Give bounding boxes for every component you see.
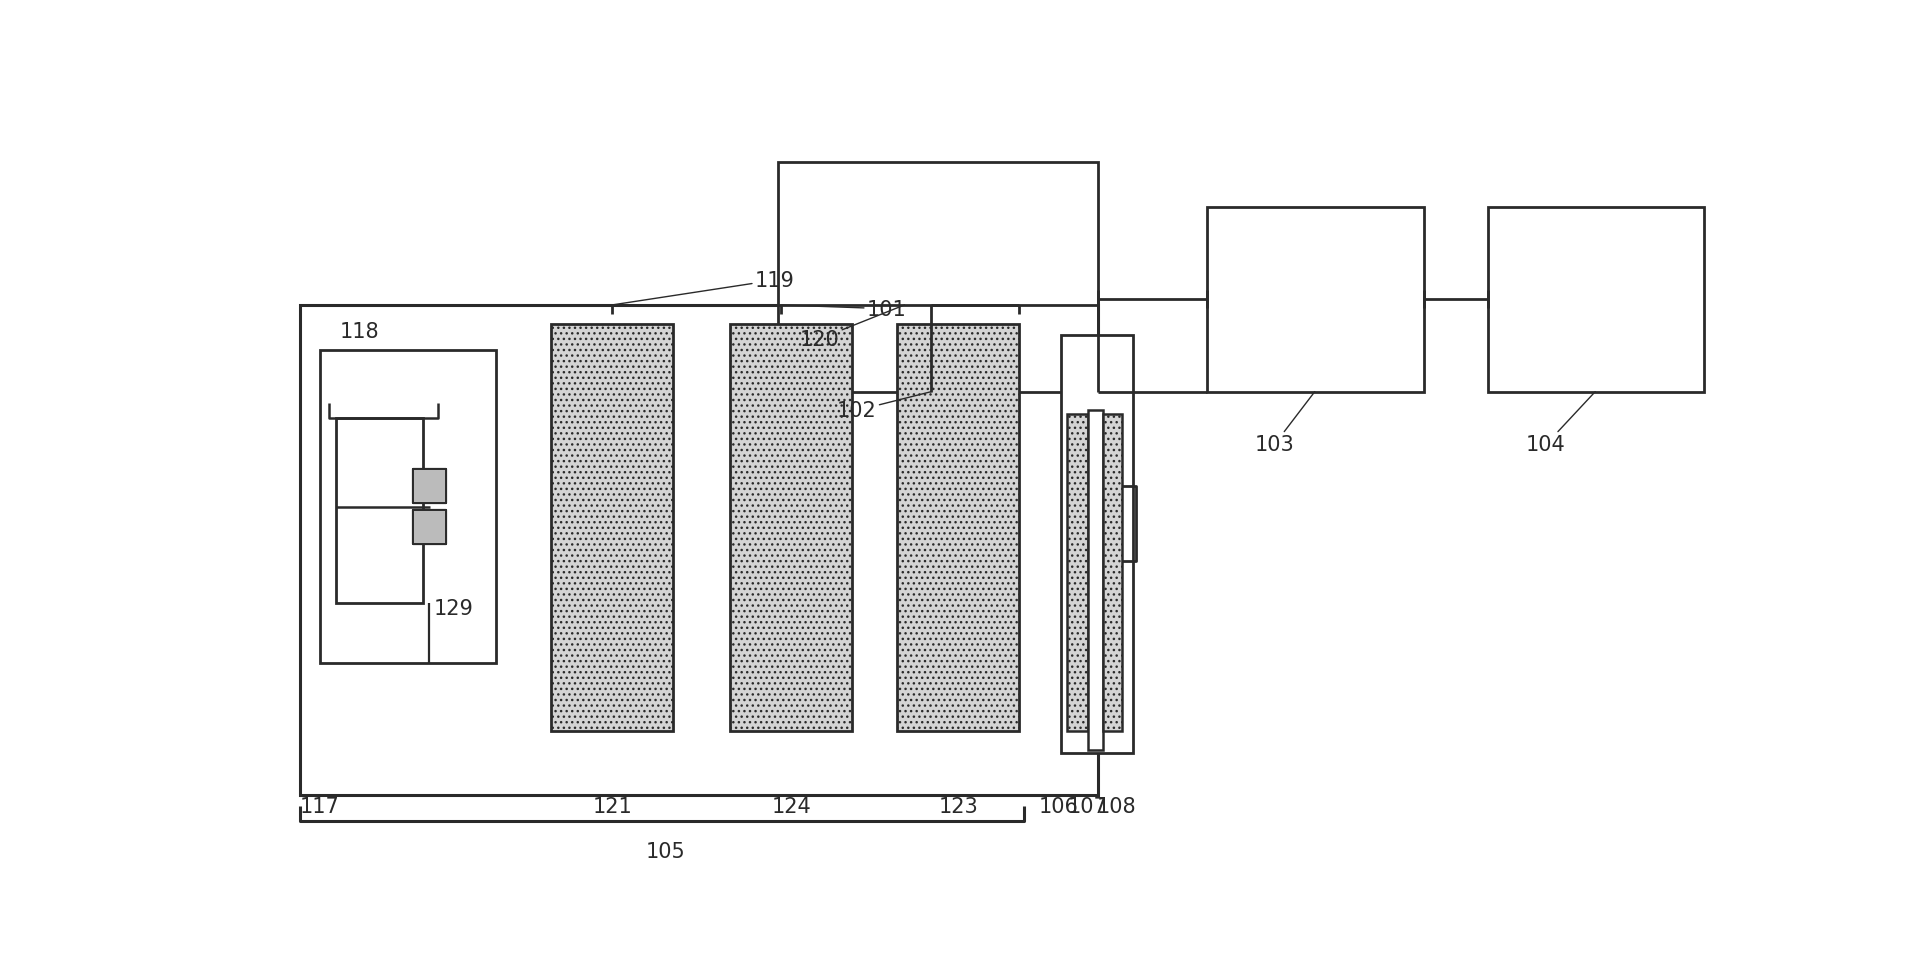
Text: 117: 117 <box>300 796 339 817</box>
Bar <box>1103 415 1122 732</box>
Bar <box>730 325 853 732</box>
Bar <box>1061 335 1132 754</box>
Text: 107: 107 <box>1068 796 1109 817</box>
Text: 105: 105 <box>647 842 685 862</box>
Bar <box>1207 207 1424 392</box>
Text: 104: 104 <box>1527 392 1596 455</box>
Text: 106: 106 <box>1038 796 1078 817</box>
Bar <box>412 511 445 545</box>
Text: 120: 120 <box>799 306 905 349</box>
Text: 119: 119 <box>612 271 795 306</box>
Bar <box>1066 415 1088 732</box>
Text: 124: 124 <box>772 796 810 817</box>
Bar <box>300 305 1099 795</box>
Bar <box>551 325 674 732</box>
Text: 108: 108 <box>1097 796 1136 817</box>
Bar <box>1488 207 1704 392</box>
Text: 118: 118 <box>341 322 379 342</box>
Bar <box>778 162 1099 392</box>
Text: 121: 121 <box>593 796 631 817</box>
Text: 102: 102 <box>837 392 932 422</box>
Bar <box>320 351 497 663</box>
Text: 103: 103 <box>1255 392 1315 455</box>
Bar <box>897 325 1020 732</box>
Text: 123: 123 <box>937 796 978 817</box>
Bar <box>1088 411 1103 750</box>
Text: 101: 101 <box>782 299 907 320</box>
Text: 129: 129 <box>433 599 474 618</box>
Bar <box>412 469 445 504</box>
Bar <box>337 419 424 603</box>
